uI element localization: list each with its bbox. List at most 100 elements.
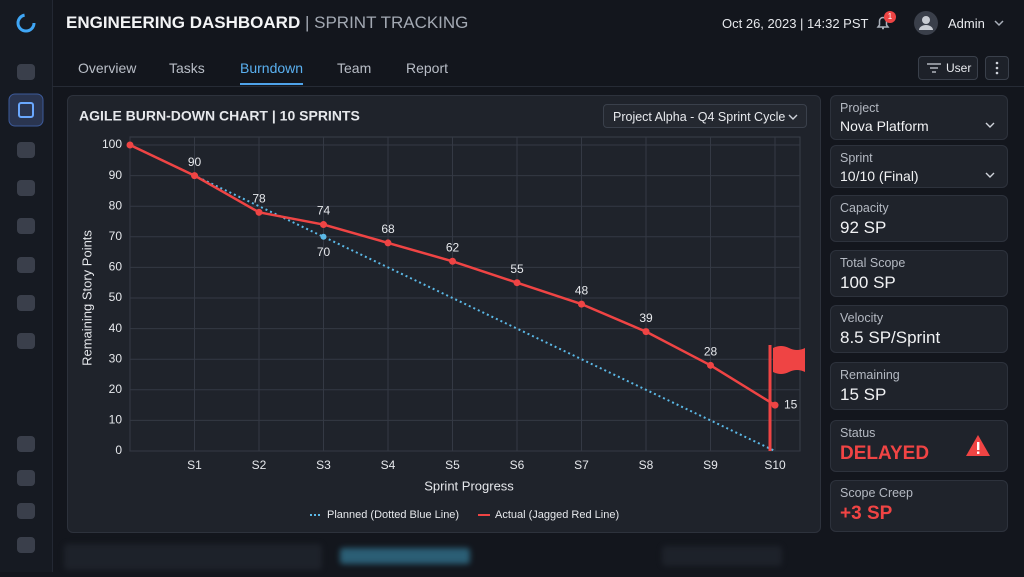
sidebar xyxy=(0,0,53,572)
card-label: Status xyxy=(840,426,876,440)
legend-label: Actual (Jagged Red Line) xyxy=(495,509,619,521)
filter-label: User xyxy=(946,61,972,75)
x-tick-label: S6 xyxy=(510,458,525,472)
card-label: Capacity xyxy=(840,201,889,215)
legend-label: Planned (Dotted Blue Line) xyxy=(327,509,459,521)
more-icon xyxy=(995,61,999,75)
active-nav[interactable] xyxy=(8,93,44,127)
more-button[interactable] xyxy=(985,56,1009,80)
nav-icon[interactable] xyxy=(17,64,35,80)
x-tick-label: S2 xyxy=(252,458,267,472)
card-label: Velocity xyxy=(840,311,884,325)
title: ENGINEERING DASHBOARD xyxy=(66,13,301,32)
y-tick-label: 60 xyxy=(109,260,123,274)
card-value: DELAYED xyxy=(840,443,930,464)
avatar[interactable] xyxy=(913,10,939,36)
plot-frame xyxy=(129,136,801,452)
stat-card[interactable]: Sprint 10/10 (Final) xyxy=(830,145,1008,188)
card-value: +3 SP xyxy=(840,503,893,524)
nav-icon[interactable] xyxy=(17,537,35,553)
x-tick-label: S4 xyxy=(381,458,396,472)
stat-card: Remaining 15 SP xyxy=(830,362,1008,410)
stat-card[interactable]: Project Nova Platform xyxy=(830,95,1008,140)
y-tick-label: 100 xyxy=(102,137,122,151)
data-point xyxy=(255,208,263,216)
nav-icon[interactable] xyxy=(17,257,35,273)
project-dropdown[interactable]: Project Alpha - Q4 Sprint Cycle xyxy=(603,104,807,128)
nav-icon[interactable] xyxy=(17,470,35,486)
nav-icon xyxy=(18,102,34,118)
data-point xyxy=(191,172,198,180)
x-tick-label: S9 xyxy=(703,458,718,472)
y-tick-label: 70 xyxy=(109,229,123,243)
chart-title: AGILE BURN-DOWN CHART | 10 SPRINTS xyxy=(79,108,360,124)
data-point xyxy=(384,239,392,247)
chart-panel xyxy=(67,95,821,533)
stat-card: Capacity 92 SP xyxy=(830,195,1008,242)
filter-button[interactable]: User xyxy=(918,56,978,80)
nav-icon[interactable] xyxy=(17,436,35,452)
data-point xyxy=(320,221,327,229)
stat-card: Velocity 8.5 SP/Sprint xyxy=(830,305,1008,353)
blurred-panel xyxy=(64,544,322,570)
nav-icon[interactable] xyxy=(17,333,35,349)
blurred-footer xyxy=(62,540,1024,572)
data-label: 15 xyxy=(784,397,798,411)
y-tick-label: 20 xyxy=(109,382,123,396)
tab[interactable]: Burndown xyxy=(240,60,304,76)
x-tick-label: S5 xyxy=(445,458,460,472)
y-tick-label: 10 xyxy=(109,413,123,427)
tab[interactable]: Overview xyxy=(78,60,137,76)
data-point xyxy=(126,141,134,149)
y-tick-label: 80 xyxy=(109,198,123,212)
y-axis-label: Remaining Story Points xyxy=(79,230,94,366)
subtitle: | SPRINT TRACKING xyxy=(304,13,469,32)
data-label: 55 xyxy=(510,262,524,276)
card-value: 10/10 (Final) xyxy=(840,168,919,184)
data-label: 90 xyxy=(188,155,202,169)
tab[interactable]: Tasks xyxy=(169,60,205,76)
card-value: 15 SP xyxy=(840,385,887,404)
y-tick-label: 50 xyxy=(109,290,123,304)
card-value: Nova Platform xyxy=(840,118,929,134)
tab[interactable]: Team xyxy=(337,60,372,76)
blurred-progress xyxy=(340,548,470,564)
x-tick-label: S7 xyxy=(574,458,589,472)
user-name[interactable]: Admin xyxy=(948,16,985,31)
warning-icon xyxy=(966,435,990,456)
chevron xyxy=(985,122,995,128)
data-label: 74 xyxy=(317,204,331,218)
x-axis-label: Sprint Progress xyxy=(424,478,514,493)
tab[interactable]: Report xyxy=(406,60,449,76)
data-point xyxy=(320,233,327,240)
stat-card: Total Scope 100 SP xyxy=(830,250,1008,297)
bell-icon[interactable] xyxy=(874,14,892,32)
blurred-panel xyxy=(662,546,782,566)
nav-icon[interactable] xyxy=(17,503,35,519)
series-line xyxy=(129,144,776,452)
card-label: Scope Creep xyxy=(840,486,913,500)
nav-icon[interactable] xyxy=(17,180,35,196)
card-value: 8.5 SP/Sprint xyxy=(840,328,941,347)
data-label: 70 xyxy=(317,245,331,259)
card-value: 92 SP xyxy=(840,218,887,237)
dropdown-label: Project Alpha - Q4 Sprint Cycle xyxy=(613,110,786,124)
data-label: 39 xyxy=(639,311,653,325)
nav-icon[interactable] xyxy=(17,142,35,158)
flag xyxy=(773,346,805,374)
filter-icon xyxy=(927,63,941,73)
stat-card: Status DELAYED xyxy=(830,420,1008,472)
chevron[interactable] xyxy=(993,18,1005,28)
card-label: Remaining xyxy=(840,368,900,382)
nav-icon[interactable] xyxy=(17,295,35,311)
active-tab-indicator xyxy=(240,83,303,85)
nav-icon[interactable] xyxy=(17,218,35,234)
data-point xyxy=(578,300,585,308)
logo xyxy=(16,13,36,33)
divider xyxy=(52,86,1024,87)
data-label: 62 xyxy=(446,240,460,254)
data-point xyxy=(449,257,456,265)
data-point xyxy=(513,279,521,287)
card-label: Project xyxy=(840,101,879,115)
